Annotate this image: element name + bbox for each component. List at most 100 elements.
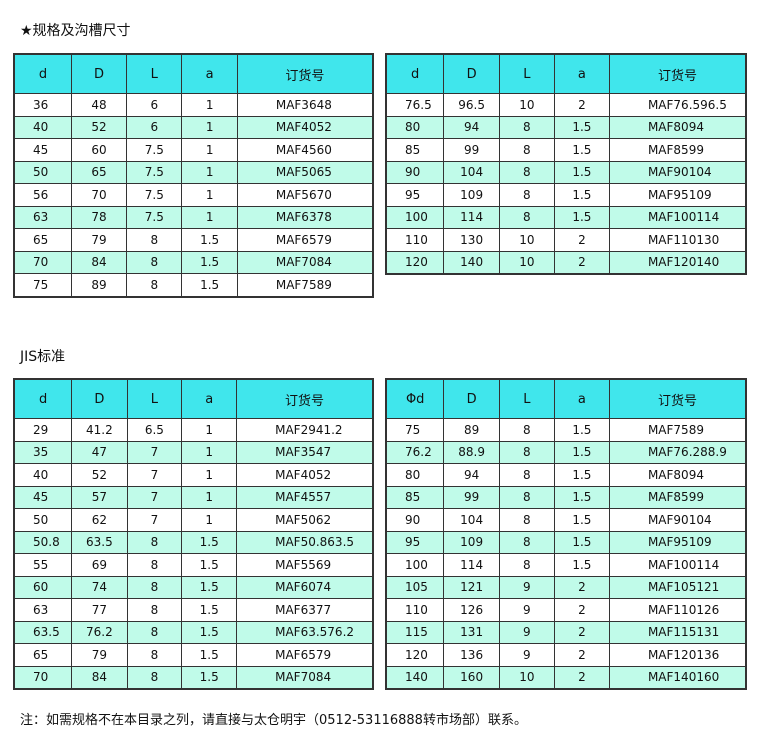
table-cell: MAF6579 [236,228,374,252]
table-cell: 99 [443,485,500,509]
table-row: 45 60 7.5 1 MAF4560 [13,138,374,162]
column-header: d [385,53,445,94]
table-cell: 79 [71,643,128,667]
table-cell: MAF6377 [236,598,374,622]
column-header: a [553,378,610,419]
column-header: D [443,53,500,94]
table-cell: 1.5 [553,485,610,509]
table-cell: 8 [126,575,183,599]
table-cell: MAF110130 [608,228,747,252]
table-cell: MAF8599 [608,485,747,509]
table-cell: 47 [71,440,128,464]
table-cell: 60 [13,575,73,599]
table-cell: MAF5569 [236,553,374,577]
table-cell: 8 [498,508,555,532]
table-row: 55 69 8 1.5 MAF5569 [13,553,374,577]
table-cell: 50.8 [13,530,73,554]
table-row: 50 62 7 1 MAF5062 [13,508,374,532]
table-cell: 50 [13,160,72,184]
table-cell: 1.5 [553,530,610,554]
table-cell: 69 [71,553,128,577]
table-row: 75 89 8 1.5 MAF7589 [385,418,747,442]
table-cell: MAF120140 [608,250,747,275]
table-row: 75 89 8 1.5 MAF7589 [13,273,374,297]
table-cell: 9 [498,575,555,599]
table-cell: 2 [553,93,610,117]
table-cell: 1.5 [181,228,238,252]
column-header: L [498,378,555,419]
column-header: 订货号 [608,53,747,94]
table-cell: 96.5 [443,93,500,117]
table-cell: MAF4052 [236,463,374,487]
table-cell: 10 [498,250,555,275]
table-cell: MAF7084 [236,250,374,274]
table-row: 85 99 8 1.5 MAF8599 [385,485,747,509]
table-cell: MAF100114 [608,205,747,229]
table-cell: 126 [443,598,500,622]
table-cell: 76.2 [71,620,128,644]
table-cell: 140 [385,665,445,690]
table-row: 95 109 8 1.5 MAF95109 [385,530,747,554]
table-cell: 7 [126,463,183,487]
table-row: 140 160 10 2 MAF140160 [385,665,747,690]
table-cell: 1 [181,93,238,117]
column-header: 订货号 [236,378,374,419]
table-cell: MAF120136 [608,643,747,667]
table-cell: 35 [13,440,73,464]
table-cell: 10 [498,228,555,252]
table-cell: 76.2 [385,440,445,464]
table-cell: 63.5 [71,530,128,554]
table-cell: MAF6378 [236,205,374,229]
table-row: 65 79 8 1.5 MAF6579 [13,643,374,667]
table-row: 50.8 63.5 8 1.5 MAF50.863.5 [13,530,374,554]
table-row: 100 114 8 1.5 MAF100114 [385,205,747,229]
table-cell: 88.9 [443,440,500,464]
table-cell: 121 [443,575,500,599]
table-cell: 8 [498,418,555,442]
table-cell: MAF8599 [608,138,747,162]
table-cell: 6.5 [126,418,183,442]
table-cell: 8 [498,530,555,554]
table-cell: 29 [13,418,73,442]
table-row: 90 104 8 1.5 MAF90104 [385,160,747,184]
table-cell: 1.5 [181,250,238,274]
table-cell: 48 [70,93,128,117]
table-cell: 8 [498,463,555,487]
table-cell: 7.5 [126,138,183,162]
table-cell: 1.5 [553,418,610,442]
table-cell: MAF5670 [236,183,374,207]
table-cell: 89 [70,273,128,297]
table-cell: 1 [181,508,238,532]
table-cell: 80 [385,115,445,139]
table-cell: 70 [70,183,128,207]
table-cell: 52 [70,115,128,139]
table-row: 50 65 7.5 1 MAF5065 [13,160,374,184]
table-cell: MAF3547 [236,440,374,464]
table-cell: 63 [13,205,72,229]
table-cell: MAF4052 [236,115,374,139]
column-header: D [70,53,128,94]
table-cell: MAF95109 [608,183,747,207]
table-cell: MAF63.576.2 [236,620,374,644]
table-cell: 1.5 [553,440,610,464]
table-cell: 1 [181,418,238,442]
table-cell: 95 [385,183,445,207]
table-cell: 74 [71,575,128,599]
column-header: L [126,53,183,94]
table-cell: 8 [498,160,555,184]
table-cell: 79 [70,228,128,252]
table-cell: 2 [553,620,610,644]
table-cell: 8 [126,530,183,554]
table-cell: 57 [71,485,128,509]
table-row: 70 84 8 1.5 MAF7084 [13,250,374,274]
table-cell: 8 [498,138,555,162]
table-cell: 55 [13,553,73,577]
table-cell: 105 [385,575,445,599]
table-row: 95 109 8 1.5 MAF95109 [385,183,747,207]
table-row: 60 74 8 1.5 MAF6074 [13,575,374,599]
column-header: d [13,378,73,419]
table-cell: MAF5065 [236,160,374,184]
